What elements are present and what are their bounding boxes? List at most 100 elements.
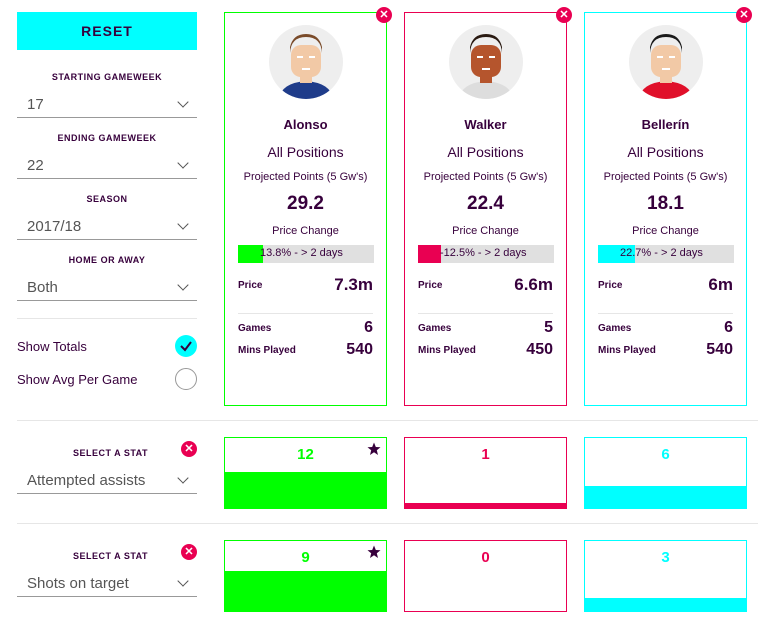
player-card: ✕ Walker All Positions Projected Points … [404, 7, 572, 406]
projected-points-label: Projected Points (5 Gw's) [243, 171, 368, 183]
player-name: Alonso [283, 117, 328, 132]
stat-bar-fill [585, 486, 746, 508]
stat-bar-fill [585, 598, 746, 611]
divider [238, 313, 373, 314]
divider [17, 523, 758, 524]
player-positions: All Positions [447, 144, 524, 160]
price-value: 6.6m [514, 275, 553, 294]
player-avatar [629, 25, 703, 99]
chevron-down-icon [177, 157, 189, 169]
home-or-away-label: HOME OR AWAY [68, 255, 146, 265]
stat-box: 12 [224, 437, 387, 509]
star-icon [367, 442, 381, 455]
price-change-fill [418, 245, 441, 263]
chevron-down-icon [177, 218, 189, 230]
stat-select-value: Attempted assists [27, 472, 146, 489]
price-change-label: Price Change [272, 225, 339, 237]
home-or-away-select[interactable]: Both [17, 275, 197, 301]
mins-played-label: Mins Played [598, 345, 656, 356]
price-label: Price [238, 280, 263, 291]
projected-points-value: 22.4 [467, 193, 504, 214]
projected-points-label: Projected Points (5 Gw's) [423, 171, 548, 183]
chevron-down-icon [177, 575, 189, 587]
close-circle-icon[interactable]: ✕ [556, 7, 572, 23]
home-or-away-value: Both [27, 279, 58, 296]
show-avg-row: Show Avg Per Game [17, 368, 197, 390]
price-change-fill [238, 245, 263, 263]
stat-select-2[interactable]: Shots on target [17, 571, 197, 597]
stat-value: 0 [481, 549, 490, 566]
show-totals-row: Show Totals [17, 335, 197, 357]
stat-select-1[interactable]: Attempted assists [17, 468, 197, 494]
price-label: Price [598, 280, 623, 291]
close-circle-icon[interactable]: ✕ [376, 7, 392, 23]
mins-played-value: 540 [706, 341, 733, 358]
show-avg-checkbox[interactable] [175, 368, 197, 390]
player-positions: All Positions [627, 144, 704, 160]
stat-bar-fill [405, 503, 566, 508]
stat-box: 6 [584, 437, 747, 509]
check-icon [180, 341, 192, 352]
show-totals-label: Show Totals [17, 338, 87, 354]
price-change-label: Price Change [452, 225, 519, 237]
close-circle-icon[interactable]: ✕ [736, 7, 752, 23]
season-select[interactable]: 2017/18 [17, 214, 197, 240]
price-change-bar: 13.8% - > 2 days [238, 245, 374, 263]
divider [17, 318, 197, 319]
reset-button[interactable]: RESET [17, 12, 197, 50]
stat-bar-fill [225, 472, 386, 508]
divider [17, 420, 758, 421]
games-value: 6 [724, 319, 733, 336]
starting-gameweek-value: 17 [27, 96, 44, 113]
divider [598, 313, 733, 314]
player-name: Walker [464, 117, 507, 132]
stat-value: 9 [301, 549, 310, 566]
player-positions: All Positions [267, 144, 344, 160]
projected-points-value: 29.2 [287, 193, 324, 214]
price-change-text: -12.5% - > 2 days [440, 247, 527, 259]
season-value: 2017/18 [27, 218, 82, 235]
projected-points-value: 18.1 [647, 193, 684, 214]
price-value: 6m [708, 275, 733, 294]
player-card: ✕ Alonso All Positions Projected Points … [224, 7, 392, 406]
stat-select-value: Shots on target [27, 575, 129, 592]
games-label: Games [238, 323, 272, 334]
starting-gameweek-label: STARTING GAMEWEEK [51, 72, 163, 82]
chevron-down-icon [177, 279, 189, 291]
player-avatar [269, 25, 343, 99]
stat-value: 1 [481, 446, 490, 463]
stat-box: 0 [404, 540, 567, 612]
show-avg-label: Show Avg Per Game [17, 371, 138, 387]
mins-played-value: 540 [346, 341, 373, 358]
star-icon [367, 545, 381, 558]
player-card: ✕ Bellerín All Positions Projected Point… [584, 7, 752, 406]
mins-played-label: Mins Played [238, 345, 296, 356]
stat-select-label: SELECT A STAT [73, 551, 148, 561]
divider [418, 313, 553, 314]
games-label: Games [598, 323, 632, 334]
starting-gameweek-select[interactable]: 17 [17, 92, 197, 118]
close-circle-icon[interactable]: ✕ [181, 544, 197, 560]
price-change-text: 13.8% - > 2 days [260, 247, 343, 259]
stat-box: 3 [584, 540, 747, 612]
show-totals-checkbox[interactable] [175, 335, 197, 357]
season-label: SEASON [86, 194, 128, 204]
stat-box: 9 [224, 540, 387, 612]
price-label: Price [418, 280, 443, 291]
stat-value: 3 [661, 549, 670, 566]
ending-gameweek-select[interactable]: 22 [17, 153, 197, 179]
ending-gameweek-label: ENDING GAMEWEEK [57, 133, 157, 143]
stat-value: 6 [661, 446, 670, 463]
player-avatar [449, 25, 523, 99]
price-change-fill [598, 245, 635, 263]
price-change-bar: 22.7% - > 2 days [598, 245, 734, 263]
price-value: 7.3m [334, 275, 373, 294]
chevron-down-icon [177, 472, 189, 484]
ending-gameweek-value: 22 [27, 157, 44, 174]
price-change-text: 22.7% - > 2 days [620, 247, 703, 259]
mins-played-value: 450 [526, 341, 553, 358]
chevron-down-icon [177, 96, 189, 108]
stat-select-label: SELECT A STAT [73, 448, 148, 458]
stat-bar-fill [225, 571, 386, 611]
close-circle-icon[interactable]: ✕ [181, 441, 197, 457]
